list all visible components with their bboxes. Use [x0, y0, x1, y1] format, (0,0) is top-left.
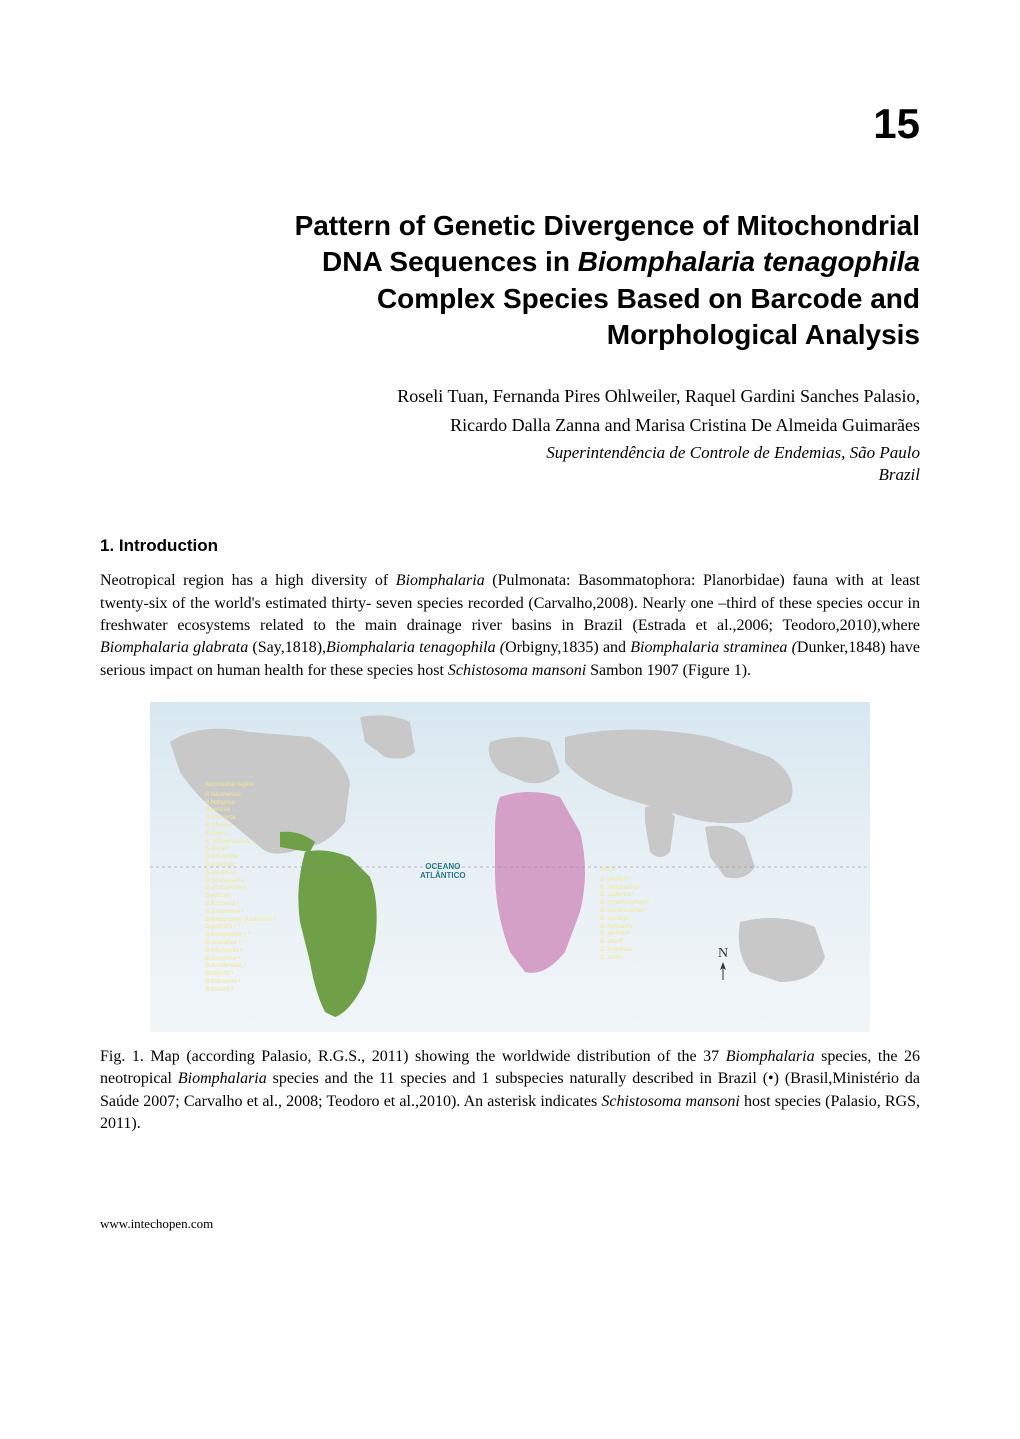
species-item: B.equatoria	[205, 870, 276, 878]
species-item: B.pronei*	[205, 846, 276, 854]
species-item: B. sudanica*	[600, 892, 649, 900]
section-heading-intro: 1. Introduction	[100, 536, 920, 556]
title-line2-italic: Biomphalaria tenagophila	[578, 246, 920, 277]
ocean-label: OCEANO ATLÂNTICO	[420, 862, 466, 880]
species-item: B.trigyra	[205, 831, 276, 839]
australia-shape	[739, 918, 825, 982]
greenland-shape	[360, 715, 415, 758]
compass-n: N	[716, 946, 730, 962]
south-america-shape	[298, 850, 376, 1017]
body-text-plain: Sambon 1907 (Figure 1).	[586, 662, 751, 679]
species-item: B. angulosa	[600, 947, 649, 955]
africa-legend: Africa B. pfeifferi*B. alexandrina*B. su…	[600, 867, 649, 963]
body-text-plain: (Say,1818),	[248, 639, 326, 656]
species-item: B.kuhniana •	[205, 901, 276, 909]
species-item: B.obstructa	[205, 815, 276, 823]
asia-shape	[565, 730, 793, 824]
species-item: B. pfeifferi*	[600, 877, 649, 885]
affiliation-line1: Superintendência de Controle de Endemias…	[100, 442, 920, 464]
body-text-italic: Schistosoma mansoni	[448, 662, 586, 679]
species-item: B.glabrata • *	[205, 924, 276, 932]
chapter-number: 15	[100, 100, 920, 148]
title-line4: Morphological Analysis	[607, 319, 920, 350]
species-item: B.straminea • *	[205, 940, 276, 948]
africa-legend-title: Africa	[600, 867, 649, 875]
title-line3: Complex Species Based on Barcode and	[377, 283, 920, 314]
species-item: B.occidentalis •	[205, 963, 276, 971]
species-item: B.intermedia •	[205, 948, 276, 956]
species-item: B. temascalensis	[205, 839, 276, 847]
compass: N	[716, 946, 730, 987]
body-text-italic: Biomphalaria	[396, 572, 485, 589]
authors-line2: Ricardo Dalla Zanna and Marisa Cristina …	[100, 413, 920, 438]
species-item: B.tenagophila guaibensis •	[205, 917, 276, 925]
species-item: B.sericea	[205, 807, 276, 815]
chapter-title: Pattern of Genetic Divergence of Mitocho…	[100, 208, 920, 354]
africa-shape	[495, 792, 585, 973]
species-item: B. stanleyi	[600, 916, 649, 924]
species-item: B.nicaraguana	[205, 878, 276, 886]
species-item: B. choanomphala*	[600, 900, 649, 908]
species-item: B. smithi	[600, 955, 649, 963]
body-text-italic: Biomphalaria tenagophila (	[326, 639, 505, 656]
species-item: B. alexandrina*	[600, 885, 649, 893]
species-item: B.oligoza •	[205, 971, 276, 979]
species-item: B. hermanni	[600, 924, 649, 932]
caption-text-italic: Biomphalaria	[178, 1070, 267, 1087]
body-text-italic: Biomphalaria glabrata	[100, 639, 248, 656]
body-text-plain: Orbigny,1835) and	[505, 639, 630, 656]
body-text-plain: Neotropical region has a high diversity …	[100, 572, 396, 589]
affiliation-line2: Brazil	[100, 464, 920, 486]
species-item: B.andecola	[205, 862, 276, 870]
authors-line1: Roseli Tuan, Fernanda Pires Ohlweiler, R…	[100, 384, 920, 409]
species-item: B.cousini •	[205, 987, 276, 995]
figure-1-caption: Fig. 1. Map (according Palasio, R.G.S., …	[100, 1046, 920, 1136]
species-item: B. germaini	[600, 931, 649, 939]
species-item: B.edisoni	[205, 893, 276, 901]
species-item: B.schrammi •	[205, 979, 276, 987]
species-item: B.orbignyi	[205, 823, 276, 831]
ocean-label-text: OCEANO ATLÂNTICO	[420, 862, 466, 880]
neotropical-legend: Neotropical region B.havanensisB.helophi…	[205, 782, 276, 995]
species-item: B.peregrina •	[205, 956, 276, 964]
species-item: B. camerunensis*	[600, 908, 649, 916]
species-item: B.tenagophila • *	[205, 932, 276, 940]
neotropical-species-list: B.havanensisB.helophilaB.sericeaB.obstru…	[205, 792, 276, 995]
world-map: Neotropical region B.havanensisB.helophi…	[150, 702, 870, 1032]
species-item: B. gaudi	[600, 939, 649, 947]
caption-text-plain: Fig. 1. Map (according Palasio, R.G.S., …	[100, 1048, 726, 1065]
species-item: B.helophila	[205, 800, 276, 808]
figure-1-container: Neotropical region B.havanensisB.helophi…	[100, 702, 920, 1136]
caption-text-italic: Biomphalaria	[726, 1048, 815, 1065]
body-text-italic: Biomphalaria straminea (	[630, 639, 797, 656]
species-item: B.sub-prona	[205, 854, 276, 862]
india-shape	[645, 806, 675, 857]
species-item: B.havanensis	[205, 792, 276, 800]
caption-text-italic: Schistosoma mansoni	[601, 1093, 739, 1110]
neotropical-legend-title: Neotropical region	[205, 782, 276, 790]
footer-url: www.intechopen.com	[100, 1216, 920, 1232]
intro-paragraph: Neotropical region has a high diversity …	[100, 570, 920, 682]
europe-shape	[489, 737, 560, 783]
se-asia-shape	[705, 826, 755, 879]
species-item: B.amazonica •	[205, 909, 276, 917]
africa-species-list: B. pfeifferi*B. alexandrina*B. sudanica*…	[600, 877, 649, 963]
species-item: B.aff.straminea	[205, 885, 276, 893]
title-line2-plain: DNA Sequences in	[322, 246, 578, 277]
compass-arrow-icon	[716, 962, 730, 982]
title-line1: Pattern of Genetic Divergence of Mitocho…	[295, 210, 920, 241]
